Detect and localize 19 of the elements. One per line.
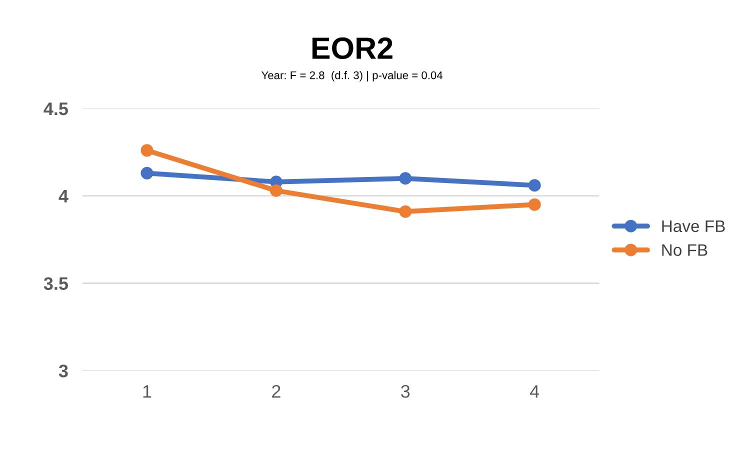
legend-label: No FB bbox=[662, 244, 708, 256]
y-tick-label: 3.5 bbox=[44, 277, 68, 290]
point bbox=[140, 166, 154, 180]
y-tick-label: 3 bbox=[58, 364, 68, 378]
x-tick-label: 4 bbox=[530, 385, 540, 398]
x-tick-label: 2 bbox=[272, 385, 280, 398]
point bbox=[399, 205, 412, 218]
point bbox=[270, 184, 282, 197]
point bbox=[528, 198, 541, 211]
chart-subtitle: Year: F = 2.8 (d.f. 3) | p-value = 0.04 bbox=[261, 71, 443, 82]
point bbox=[140, 144, 154, 157]
legend-label: Have FB bbox=[662, 220, 725, 232]
chart-title: EOR2 bbox=[312, 37, 392, 60]
point bbox=[399, 172, 412, 185]
x-tick-label: 1 bbox=[143, 385, 152, 398]
y-tick-label: 4.5 bbox=[44, 102, 68, 116]
point bbox=[528, 179, 541, 192]
y-tick-label: 4 bbox=[58, 190, 68, 202]
x-tick-label: 3 bbox=[401, 385, 410, 398]
